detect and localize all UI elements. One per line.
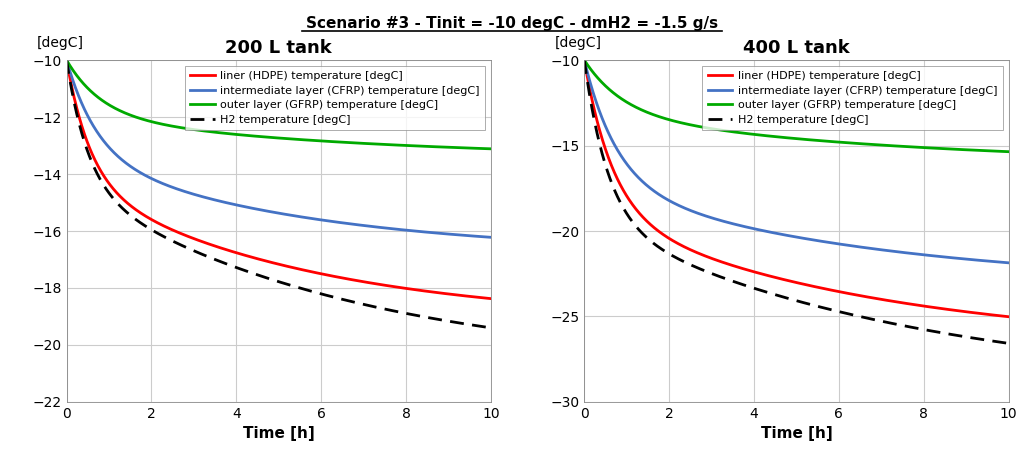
intermediate layer (CFRP) temperature [degC] <box>60 57 73 63</box>
liner (HDPE) temperature [degC] <box>750 269 762 275</box>
Line: outer layer (GFRP) temperature [degC]: outer layer (GFRP) temperature [degC] <box>67 60 490 149</box>
outer layer (GFRP) temperature [degC] <box>103 103 116 108</box>
Title: 200 L tank: 200 L tank <box>225 39 332 57</box>
H2 temperature [degC] <box>765 291 777 296</box>
outer layer (GFRP) temperature [degC] <box>60 57 73 63</box>
intermediate layer (CFRP) temperature [degC] <box>750 226 762 232</box>
outer layer (GFRP) temperature [degC] <box>869 142 882 147</box>
intermediate layer (CFRP) temperature [degC] <box>232 202 245 208</box>
H2 temperature [degC] <box>60 57 73 63</box>
H2 temperature [degC] <box>909 325 922 331</box>
liner (HDPE) temperature [degC] <box>622 195 634 200</box>
Line: intermediate layer (CFRP) temperature [degC]: intermediate layer (CFRP) temperature [d… <box>585 60 1009 263</box>
liner (HDPE) temperature [degC] <box>909 302 922 308</box>
Line: liner (HDPE) temperature [degC]: liner (HDPE) temperature [degC] <box>585 60 1009 317</box>
H2 temperature [degC] <box>622 212 634 218</box>
liner (HDPE) temperature [degC] <box>484 296 497 301</box>
H2 temperature [degC] <box>869 317 882 323</box>
outer layer (GFRP) temperature [degC] <box>622 100 634 105</box>
outer layer (GFRP) temperature [degC] <box>399 143 412 148</box>
H2 temperature [degC] <box>352 300 365 306</box>
X-axis label: Time [h]: Time [h] <box>761 426 833 441</box>
liner (HDPE) temperature [degC] <box>352 278 365 284</box>
Legend: liner (HDPE) temperature [degC], intermediate layer (CFRP) temperature [degC], o: liner (HDPE) temperature [degC], interme… <box>702 66 1004 130</box>
outer layer (GFRP) temperature [degC] <box>391 142 403 148</box>
liner (HDPE) temperature [degC] <box>60 57 73 63</box>
Line: H2 temperature [degC]: H2 temperature [degC] <box>67 60 490 328</box>
outer layer (GFRP) temperature [degC] <box>484 146 497 152</box>
liner (HDPE) temperature [degC] <box>916 303 929 309</box>
liner (HDPE) temperature [degC] <box>399 286 412 291</box>
outer layer (GFRP) temperature [degC] <box>765 134 777 139</box>
intermediate layer (CFRP) temperature [degC] <box>916 252 929 257</box>
liner (HDPE) temperature [degC] <box>869 296 882 301</box>
outer layer (GFRP) temperature [degC] <box>909 144 922 150</box>
outer layer (GFRP) temperature [degC] <box>750 132 762 137</box>
liner (HDPE) temperature [degC] <box>765 274 777 279</box>
intermediate layer (CFRP) temperature [degC] <box>765 230 777 235</box>
outer layer (GFRP) temperature [degC] <box>248 133 260 139</box>
intermediate layer (CFRP) temperature [degC] <box>909 251 922 256</box>
intermediate layer (CFRP) temperature [degC] <box>622 162 634 168</box>
liner (HDPE) temperature [degC] <box>391 285 403 290</box>
intermediate layer (CFRP) temperature [degC] <box>1002 260 1015 266</box>
outer layer (GFRP) temperature [degC] <box>1002 149 1015 154</box>
Legend: liner (HDPE) temperature [degC], intermediate layer (CFRP) temperature [degC], o: liner (HDPE) temperature [degC], interme… <box>184 66 485 130</box>
outer layer (GFRP) temperature [degC] <box>579 57 591 63</box>
liner (HDPE) temperature [degC] <box>248 255 260 261</box>
Text: [degC]: [degC] <box>37 36 84 50</box>
Text: Scenario #3 - Tinit = -10 degC - dmH2 = -1.5 g/s: Scenario #3 - Tinit = -10 degC - dmH2 = … <box>306 16 718 31</box>
outer layer (GFRP) temperature [degC] <box>232 132 245 137</box>
outer layer (GFRP) temperature [degC] <box>916 145 929 150</box>
H2 temperature [degC] <box>916 327 929 332</box>
intermediate layer (CFRP) temperature [degC] <box>484 235 497 240</box>
H2 temperature [degC] <box>232 265 245 271</box>
Line: outer layer (GFRP) temperature [degC]: outer layer (GFRP) temperature [degC] <box>585 60 1009 152</box>
intermediate layer (CFRP) temperature [degC] <box>103 146 116 151</box>
H2 temperature [degC] <box>399 310 412 316</box>
Line: intermediate layer (CFRP) temperature [degC]: intermediate layer (CFRP) temperature [d… <box>67 60 490 237</box>
liner (HDPE) temperature [degC] <box>103 182 116 188</box>
H2 temperature [degC] <box>484 325 497 331</box>
Line: liner (HDPE) temperature [degC]: liner (HDPE) temperature [degC] <box>67 60 490 298</box>
intermediate layer (CFRP) temperature [degC] <box>579 57 591 63</box>
intermediate layer (CFRP) temperature [degC] <box>869 246 882 252</box>
Text: [degC]: [degC] <box>555 36 601 50</box>
Title: 400 L tank: 400 L tank <box>743 39 850 57</box>
H2 temperature [degC] <box>750 286 762 292</box>
intermediate layer (CFRP) temperature [degC] <box>248 206 260 211</box>
intermediate layer (CFRP) temperature [degC] <box>352 222 365 228</box>
outer layer (GFRP) temperature [degC] <box>352 140 365 146</box>
liner (HDPE) temperature [degC] <box>1002 314 1015 320</box>
H2 temperature [degC] <box>103 191 116 197</box>
liner (HDPE) temperature [degC] <box>579 57 591 63</box>
Line: H2 temperature [degC]: H2 temperature [degC] <box>585 60 1009 343</box>
H2 temperature [degC] <box>1002 340 1015 346</box>
intermediate layer (CFRP) temperature [degC] <box>399 227 412 233</box>
H2 temperature [degC] <box>391 309 403 315</box>
H2 temperature [degC] <box>248 271 260 276</box>
liner (HDPE) temperature [degC] <box>232 250 245 256</box>
X-axis label: Time [h]: Time [h] <box>243 426 314 441</box>
intermediate layer (CFRP) temperature [degC] <box>391 226 403 232</box>
H2 temperature [degC] <box>579 57 591 63</box>
